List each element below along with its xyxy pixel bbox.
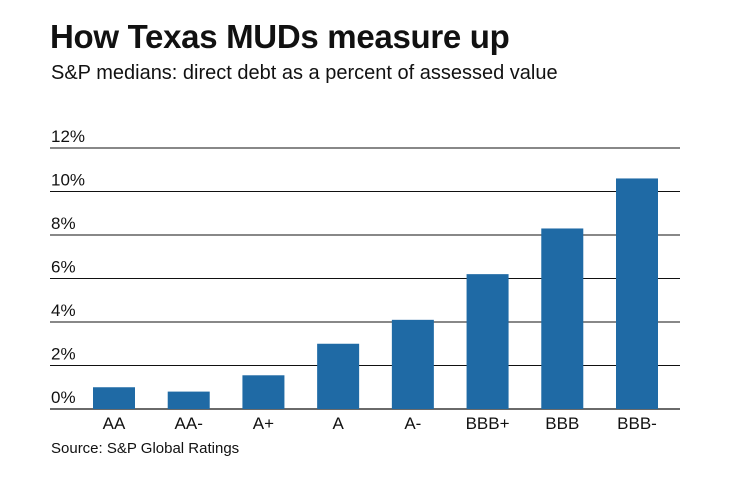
- x-category-label: BBB+: [466, 414, 510, 433]
- category-labels: AA AA- A+ A A- BBB+ BBB BBB-: [103, 414, 657, 433]
- bar-a-minus: [391, 319, 434, 409]
- x-category-label: AA: [103, 414, 126, 433]
- y-tick-label: 8%: [51, 214, 76, 233]
- bar-a: [317, 343, 360, 409]
- x-category-label: AA-: [175, 414, 203, 433]
- y-tick-label: 10%: [51, 171, 85, 190]
- source-note: Source: S&P Global Ratings: [51, 440, 240, 457]
- gridlines: 0% 2% 4% 6% 8% 10% 12%: [50, 127, 680, 410]
- y-tick-label: 6%: [51, 258, 76, 277]
- y-tick-label: 0%: [51, 388, 76, 407]
- bar-bbb: [541, 228, 584, 409]
- bar-bbb-plus: [466, 274, 509, 409]
- x-category-label: BBB: [545, 414, 579, 433]
- chart-title: How Texas MUDs measure up: [50, 18, 510, 55]
- x-category-label: BBB-: [617, 414, 657, 433]
- bar-bbb-minus: [616, 178, 658, 409]
- y-tick-label: 4%: [51, 301, 76, 320]
- chart-subtitle: S&P medians: direct debt as a percent of…: [51, 62, 558, 84]
- x-category-label: A+: [253, 414, 274, 433]
- bars: [93, 178, 658, 409]
- bar-aa: [93, 387, 135, 409]
- bar-aa-minus: [167, 391, 210, 409]
- y-tick-label: 12%: [51, 127, 85, 146]
- bar-a-plus: [242, 375, 285, 409]
- x-category-label: A-: [404, 414, 421, 433]
- y-tick-label: 2%: [51, 345, 76, 364]
- x-category-label: A: [332, 414, 344, 433]
